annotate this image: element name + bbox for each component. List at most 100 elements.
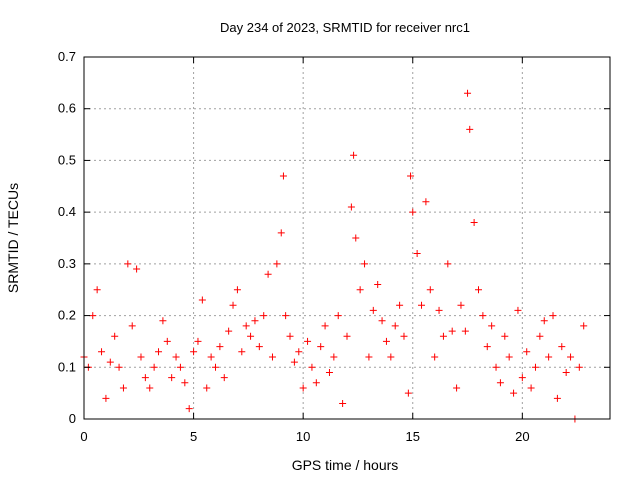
data-point [431,353,439,361]
data-point [181,379,189,387]
data-point [374,281,382,289]
data-point [457,301,465,309]
y-axis-label: SRMTID / TECUs [5,183,21,293]
data-point [216,343,224,351]
data-point [518,374,526,382]
data-point [464,89,472,97]
data-point [575,363,583,371]
data-point [229,301,237,309]
data-point [448,327,456,335]
y-tick-label: 0.7 [58,49,76,64]
data-point [255,343,263,351]
x-tick-label: 0 [80,429,87,444]
data-point [343,332,351,340]
data-point [396,301,404,309]
data-point [488,322,496,330]
data-point [435,306,443,314]
data-point [558,343,566,351]
data-point [168,374,176,382]
data-point [426,286,434,294]
y-tick-label: 0.1 [58,359,76,374]
data-point [352,234,360,242]
data-point [150,363,158,371]
data-point [413,250,421,258]
data-point [159,317,167,325]
data-point [325,368,333,376]
data-point [418,301,426,309]
data-point [212,363,219,371]
data-point [536,332,544,340]
data-point [514,306,522,314]
data-point [404,389,412,397]
data-point [387,353,395,361]
data-point [225,327,233,335]
points-layer [80,89,588,423]
y-tick-label: 0.3 [58,256,76,271]
data-point [545,353,553,361]
data-point [523,348,531,356]
data-point [369,306,377,314]
data-point [312,379,320,387]
grid-layer [84,57,610,419]
data-point [365,353,373,361]
data-point [93,286,101,294]
data-point [479,312,487,320]
data-point [98,348,106,356]
data-point [439,332,447,340]
data-point [453,384,461,392]
data-point [119,384,127,392]
data-point [409,208,417,216]
data-point [470,218,478,226]
data-point [128,322,136,330]
data-point [286,332,294,340]
x-tick-label: 5 [190,429,197,444]
data-point [251,317,259,325]
data-point [233,286,241,294]
data-point [553,394,561,402]
data-point [347,203,355,211]
data-point [146,384,154,392]
data-point [242,322,250,330]
data-point [317,343,325,351]
data-point [172,353,180,361]
data-point [505,353,513,361]
data-point [198,296,206,304]
data-point [185,405,193,413]
x-tick-label: 15 [406,429,420,444]
data-point [321,322,329,330]
data-point [268,353,276,361]
data-point [163,337,171,345]
data-point [220,374,228,382]
data-point [492,363,500,371]
data-point [308,363,316,371]
data-point [378,317,386,325]
y-tick-label: 0.5 [58,152,76,167]
data-point [290,358,298,366]
data-point [282,312,290,320]
data-point [176,363,184,371]
data-point [567,353,575,361]
data-point [444,260,452,268]
data-point [466,125,474,133]
data-point [299,384,307,392]
data-point [277,229,285,237]
x-tick-label: 10 [296,429,310,444]
data-point [580,322,588,330]
data-point [190,348,198,356]
data-point [334,312,342,320]
data-point [115,363,123,371]
data-point [111,332,119,340]
data-point [203,384,211,392]
data-point [137,353,145,361]
data-point [407,172,415,180]
data-point [391,322,399,330]
data-point [304,337,312,345]
data-point [260,312,268,320]
x-axis-label: GPS time / hours [292,457,399,473]
data-point [89,312,97,320]
data-point [102,394,110,402]
data-point [527,384,535,392]
data-point [247,332,255,340]
x-tick-label: 20 [515,429,529,444]
